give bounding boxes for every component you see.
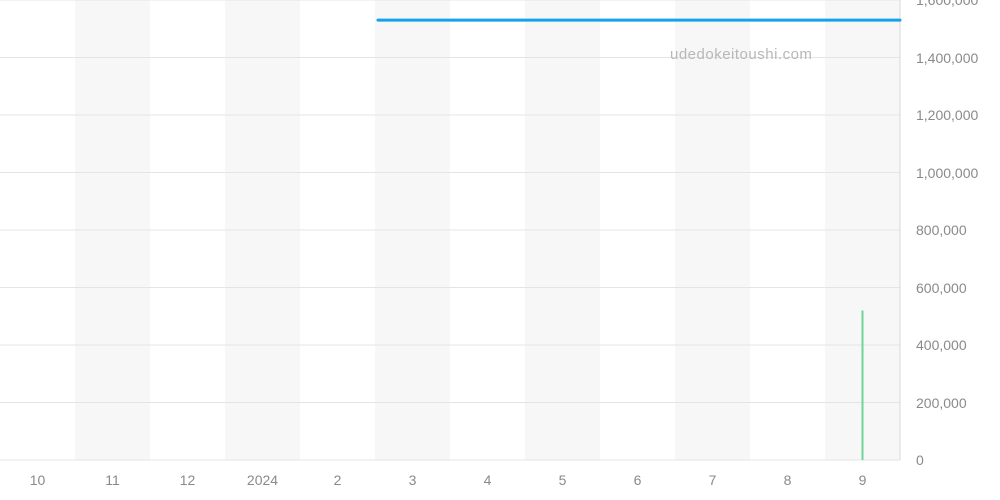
y-tick-label: 1,200,000 [916,107,978,123]
bar [862,311,864,461]
y-tick-label: 1,600,000 [916,0,978,8]
x-tick-label: 7 [709,472,717,488]
x-tick-label: 5 [559,472,567,488]
y-tick-label: 0 [916,452,924,468]
y-tick-label: 800,000 [916,222,967,238]
x-tick-label: 9 [859,472,867,488]
x-tick-label: 8 [784,472,792,488]
x-tick-label: 12 [180,472,196,488]
x-tick-label: 6 [634,472,642,488]
y-tick-label: 600,000 [916,280,967,296]
x-tick-label: 2024 [247,472,278,488]
y-tick-label: 1,000,000 [916,165,978,181]
watermark-text: udedokeitoushi.com [670,46,812,63]
y-tick-label: 1,400,000 [916,50,978,66]
x-tick-label: 3 [409,472,417,488]
chart-canvas [0,0,1000,500]
y-tick-label: 400,000 [916,337,967,353]
x-tick-label: 2 [334,472,342,488]
price-chart: 0 200,000 400,000 600,000 800,000 1,000,000 1,… [0,0,1000,500]
x-tick-label: 10 [30,472,46,488]
y-tick-label: 200,000 [916,395,967,411]
x-tick-label: 4 [484,472,492,488]
x-tick-label: 11 [105,472,120,488]
